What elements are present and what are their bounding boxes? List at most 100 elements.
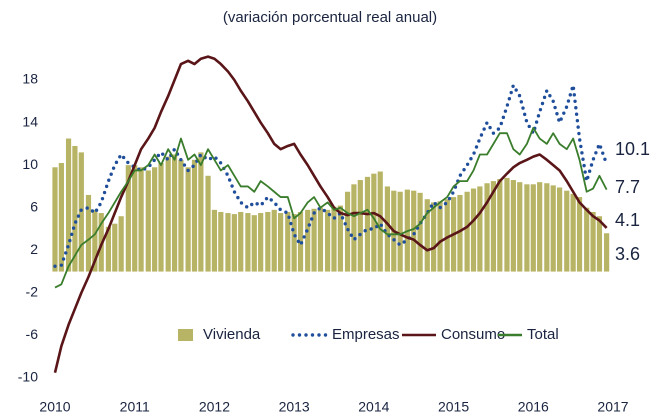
bar xyxy=(171,154,178,272)
bar xyxy=(596,216,603,272)
legend-label: Empresas xyxy=(332,326,400,343)
bar xyxy=(325,209,331,272)
bar xyxy=(52,167,58,272)
bar xyxy=(344,191,351,272)
bar xyxy=(238,211,244,272)
bar xyxy=(477,186,483,272)
end-label: 7.7 xyxy=(615,177,640,197)
line xyxy=(53,55,608,373)
bar xyxy=(517,182,523,272)
bar xyxy=(510,180,516,272)
x-tick-label: 2017 xyxy=(597,399,628,415)
bar xyxy=(437,201,443,272)
y-tick-label: 6 xyxy=(30,198,38,214)
bar xyxy=(384,186,391,272)
y-tick-label: 2 xyxy=(30,241,38,257)
bar xyxy=(78,152,84,272)
legend-swatch xyxy=(178,329,193,341)
bar xyxy=(576,197,583,272)
bar xyxy=(397,191,403,272)
bar xyxy=(331,206,337,272)
bar xyxy=(497,178,503,272)
bar xyxy=(145,170,151,272)
bar xyxy=(351,184,357,272)
bar xyxy=(178,159,184,272)
bar xyxy=(211,209,218,272)
line xyxy=(54,126,608,289)
bar xyxy=(490,181,497,272)
line xyxy=(53,83,609,268)
end-label: 4.1 xyxy=(615,210,640,230)
bar xyxy=(125,165,131,272)
bar xyxy=(132,165,138,272)
bar xyxy=(218,211,224,272)
bar xyxy=(377,171,383,272)
bar xyxy=(72,145,78,272)
bar xyxy=(271,209,277,272)
y-tick-label: -2 xyxy=(26,284,39,300)
bar xyxy=(444,199,450,272)
bar xyxy=(85,194,92,272)
end-label: 10.1 xyxy=(615,139,650,159)
bar xyxy=(457,194,463,272)
bar xyxy=(118,216,124,272)
bar xyxy=(470,188,477,272)
bar xyxy=(191,159,198,272)
x-tick-label: 2010 xyxy=(39,399,70,415)
bar xyxy=(530,184,536,272)
bar xyxy=(556,187,563,272)
bar xyxy=(364,176,371,272)
bar xyxy=(484,183,490,272)
bar xyxy=(245,213,251,272)
bar xyxy=(550,185,556,272)
bar xyxy=(337,205,343,272)
bar xyxy=(417,192,423,272)
x-tick-label: 2015 xyxy=(438,399,469,415)
bar xyxy=(225,213,231,272)
bar xyxy=(590,211,596,272)
legend-label: Vivienda xyxy=(203,326,261,343)
x-tick-label: 2013 xyxy=(279,399,310,415)
bar xyxy=(231,214,237,272)
bar xyxy=(317,207,324,272)
bar xyxy=(544,183,550,272)
y-tick-label: 18 xyxy=(22,71,38,87)
y-tick-label: 10 xyxy=(22,156,38,172)
y-tick-label: -6 xyxy=(26,326,39,342)
bar xyxy=(311,208,317,272)
bar xyxy=(65,138,72,272)
end-label: 3.6 xyxy=(615,244,640,264)
y-tick-label: 14 xyxy=(22,113,38,129)
bar xyxy=(152,167,158,272)
bar xyxy=(464,191,470,272)
bar xyxy=(431,202,437,272)
bar xyxy=(357,180,363,272)
legend-label: Consumo xyxy=(441,326,505,343)
bar xyxy=(371,173,377,272)
bar xyxy=(198,152,204,272)
bar xyxy=(58,163,64,272)
x-tick-label: 2012 xyxy=(199,399,230,415)
chart-subtitle: (variación porcentual real anual) xyxy=(223,9,437,26)
bar xyxy=(285,211,291,272)
bar xyxy=(411,190,417,272)
bar xyxy=(112,223,118,272)
bar xyxy=(92,209,98,272)
bar xyxy=(205,175,211,272)
bar xyxy=(158,163,164,272)
x-tick-label: 2014 xyxy=(358,399,389,415)
bar xyxy=(105,226,112,272)
bar xyxy=(291,214,297,272)
bar xyxy=(305,209,311,272)
bar xyxy=(138,167,144,272)
x-tick-label: 2016 xyxy=(518,399,549,415)
bar xyxy=(584,207,590,272)
bar xyxy=(564,190,570,272)
bar xyxy=(277,213,284,272)
bar xyxy=(524,184,530,272)
bar xyxy=(165,156,171,272)
bar xyxy=(537,182,543,272)
y-tick-label: -10 xyxy=(18,369,38,385)
bar xyxy=(604,233,610,272)
